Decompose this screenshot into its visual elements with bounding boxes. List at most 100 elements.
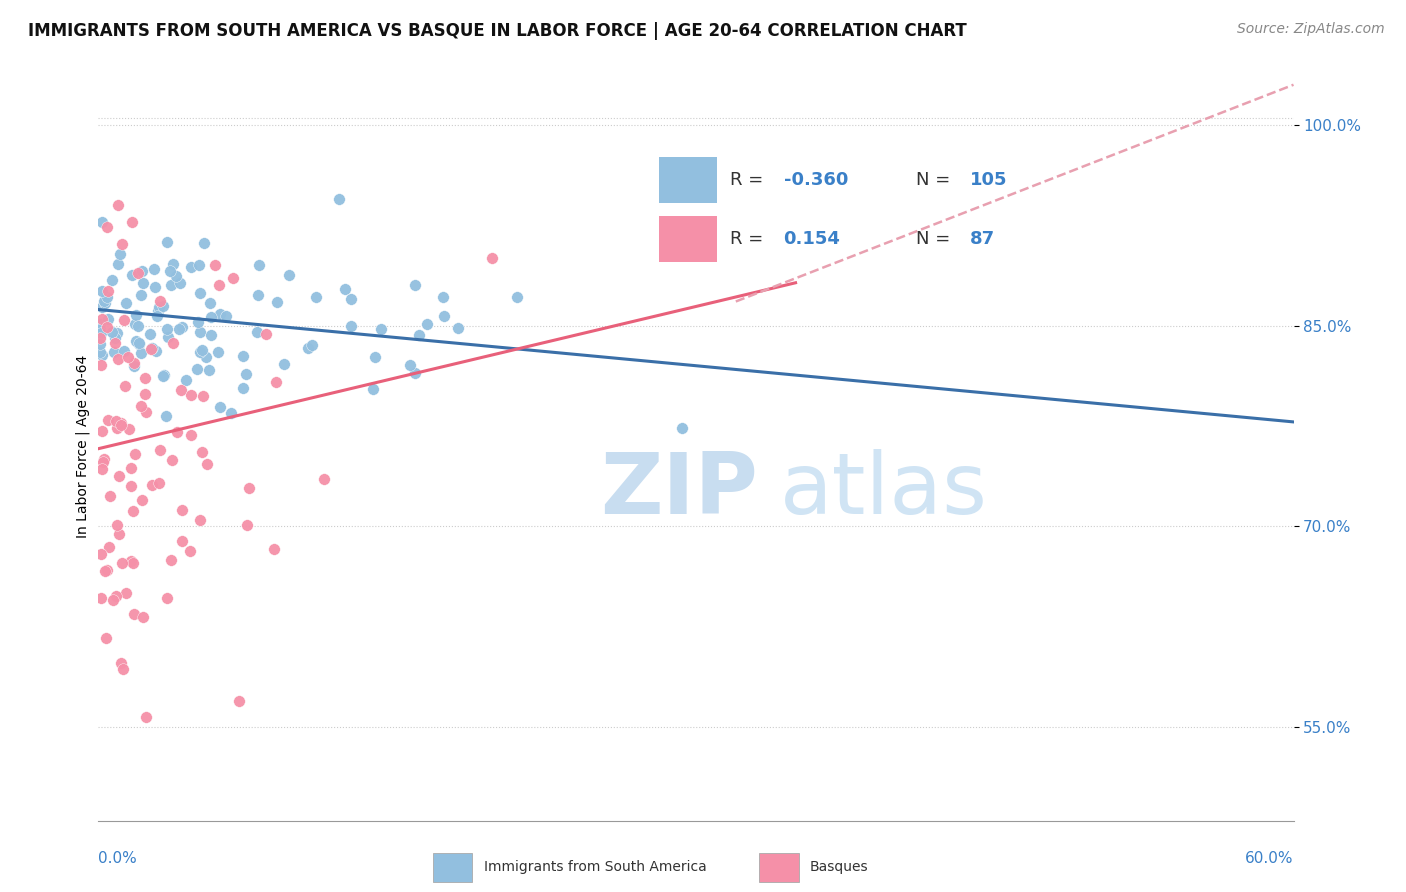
Point — [127, 319, 149, 334]
Point — [340, 319, 363, 334]
Point — [135, 405, 157, 419]
Point — [96, 563, 118, 577]
Point — [89, 345, 111, 359]
Text: N =: N = — [917, 171, 956, 189]
Point — [312, 472, 335, 486]
Point — [169, 277, 191, 291]
Point — [111, 556, 134, 570]
Point — [148, 476, 170, 491]
Point — [433, 309, 456, 323]
Text: -0.360: -0.360 — [783, 171, 848, 189]
Point — [408, 327, 430, 342]
Y-axis label: In Labor Force | Age 20-64: In Labor Force | Age 20-64 — [76, 354, 90, 538]
Point — [162, 452, 184, 467]
Point — [506, 289, 529, 303]
Point — [179, 543, 201, 558]
Point — [110, 416, 132, 430]
Point — [132, 610, 155, 624]
Point — [122, 607, 145, 622]
Point — [146, 310, 169, 324]
Point — [169, 384, 191, 398]
Point — [114, 379, 136, 393]
Point — [93, 293, 115, 308]
Point — [297, 341, 319, 355]
Text: N =: N = — [917, 229, 962, 247]
Point — [447, 321, 470, 335]
Point — [193, 236, 215, 251]
Point — [191, 389, 214, 403]
Point — [153, 368, 176, 382]
Point — [152, 368, 174, 383]
Point — [432, 289, 454, 303]
Point — [128, 337, 150, 351]
Point — [89, 337, 111, 351]
Point — [187, 315, 209, 329]
Point — [100, 273, 122, 287]
Point — [167, 322, 190, 336]
Point — [149, 442, 172, 457]
Point — [101, 325, 124, 339]
Point — [254, 327, 277, 342]
Point — [120, 554, 142, 568]
Point — [149, 294, 172, 309]
Point — [90, 300, 112, 314]
Point — [208, 401, 231, 415]
Point — [219, 406, 242, 420]
Point — [188, 513, 211, 527]
Point — [176, 373, 198, 387]
Point — [138, 326, 160, 341]
Point — [170, 319, 193, 334]
Point — [246, 325, 269, 339]
Point — [273, 357, 295, 371]
Point — [121, 504, 143, 518]
Point — [301, 337, 323, 351]
Point — [188, 344, 211, 359]
Point — [108, 526, 131, 541]
Point — [110, 417, 132, 432]
Point — [198, 296, 221, 310]
Point — [132, 276, 155, 290]
Point — [107, 257, 129, 271]
Point — [191, 445, 214, 459]
Point — [103, 592, 125, 607]
Point — [104, 589, 127, 603]
Point — [190, 326, 212, 340]
Point — [236, 518, 259, 533]
Point — [129, 399, 152, 413]
Point — [105, 518, 128, 533]
Bar — [659, 216, 717, 262]
Point — [103, 331, 125, 345]
Point — [125, 334, 148, 348]
Point — [145, 280, 167, 294]
Point — [104, 335, 127, 350]
Point — [127, 266, 149, 280]
Point — [370, 322, 392, 336]
Point — [125, 309, 148, 323]
Point — [97, 312, 120, 326]
Point — [200, 328, 222, 343]
Point — [209, 307, 232, 321]
Point — [90, 358, 112, 372]
Point — [122, 556, 145, 570]
Point — [114, 586, 136, 600]
Point — [114, 313, 136, 327]
Point — [333, 282, 356, 296]
Point — [180, 388, 202, 402]
Point — [156, 235, 179, 249]
Point — [190, 286, 212, 301]
Point — [98, 540, 121, 554]
Point — [124, 356, 146, 370]
Point — [97, 284, 120, 298]
Point — [160, 278, 183, 293]
Text: 60.0%: 60.0% — [1246, 851, 1294, 865]
Bar — [433, 854, 472, 881]
Point — [186, 361, 208, 376]
Point — [90, 547, 112, 561]
Point — [207, 345, 229, 359]
Point — [339, 292, 361, 306]
Point — [96, 319, 118, 334]
Point — [89, 318, 111, 332]
Point — [198, 363, 221, 377]
Point — [120, 479, 142, 493]
Point — [264, 375, 287, 389]
